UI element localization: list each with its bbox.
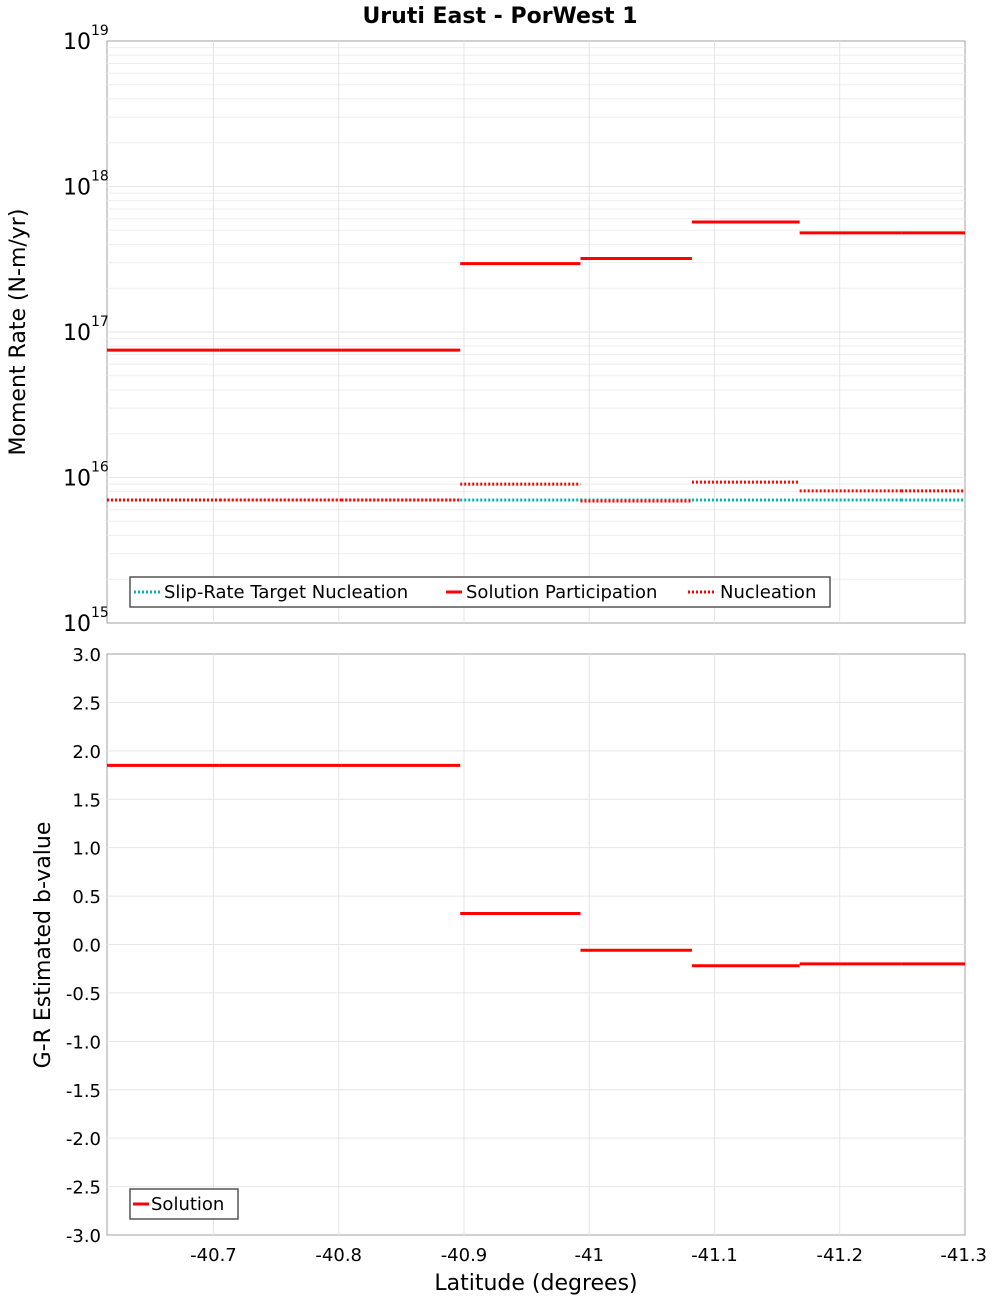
b-value-y-tick-label: 2.0 [72,742,101,763]
b-value-y-tick-label: 0.0 [72,936,101,957]
moment-rate-legend: Slip-Rate Target Nucleation Solution Par… [129,576,831,608]
moment-rate-y-tick-label: 10 [63,176,91,201]
b-value-panel: 3.0 2.5 2.0 1.5 1.0 0.5 0.0 -0.5 -1.0 -1.5 -2.0 -2.… [31,645,987,1296]
b-value-y-tick-label: 0.5 [72,887,101,908]
b-value-y-tick-label: -1.0 [66,1032,101,1053]
b-value-legend: Solution [129,1188,239,1220]
b-value-y-ticks: 3.0 2.5 2.0 1.5 1.0 0.5 0.0 -0.5 -1.0 -1.5 -2.0 -2.… [66,645,101,1247]
b-value-y-tick-label: -0.5 [66,984,101,1005]
b-value-y-tick-label: 3.0 [72,645,101,666]
latitude-x-axis-label: Latitude (degrees) [434,1271,637,1296]
moment-rate-y-tick-exponent: 18 [91,169,109,185]
legend-label-nucleation: Nucleation [720,582,816,603]
moment-rate-y-axis-label: Moment Rate (N-m/yr) [6,209,31,456]
latitude-x-tick-label: -41.3 [940,1245,987,1266]
b-value-y-tick-label: 1.0 [72,839,101,860]
moment-rate-y-tick-label: 10 [63,30,91,55]
legend-label-slip-rate-target-nucleation: Slip-Rate Target Nucleation [164,582,408,603]
moment-rate-y-tick-label: 10 [63,612,91,637]
b-value-y-tick-label: 2.5 [72,693,101,714]
b-value-y-tick-label: -3.0 [66,1226,101,1247]
moment-rate-series [107,220,965,503]
moment-rate-y-tick-exponent: 16 [91,460,109,476]
chart-title: Uruti East - PorWest 1 [362,4,637,29]
latitude-x-ticks: -40.7 -40.8 -40.9 -41 -41.1 -41.2 -41.3 [190,1245,987,1266]
latitude-x-tick-label: -40.9 [441,1245,488,1266]
b-value-y-tick-label: -1.5 [66,1081,101,1102]
legend-label-solution: Solution [151,1194,224,1215]
latitude-x-tick-label: -40.8 [315,1245,362,1266]
moment-rate-y-tick-exponent: 19 [91,23,109,39]
latitude-x-tick-label: -41 [575,1245,604,1266]
latitude-x-tick-label: -41.1 [691,1245,738,1266]
latitude-x-tick-label: -41.2 [816,1245,863,1266]
latitude-x-tick-label: -40.7 [190,1245,237,1266]
b-value-grid [107,654,965,1235]
moment-rate-y-tick-label: 10 [63,321,91,346]
b-value-series [107,763,965,968]
moment-rate-y-tick-exponent: 17 [91,314,109,330]
b-value-y-tick-label: -2.5 [66,1178,101,1199]
b-value-y-axis-label: G-R Estimated b-value [31,822,56,1069]
moment-rate-y-tick-label: 10 [63,467,91,492]
b-value-y-tick-label: -2.0 [66,1129,101,1150]
b-value-y-tick-label: 1.5 [72,790,101,811]
legend-label-solution-participation: Solution Participation [466,582,657,603]
moment-rate-y-tick-exponent: 15 [91,605,109,621]
